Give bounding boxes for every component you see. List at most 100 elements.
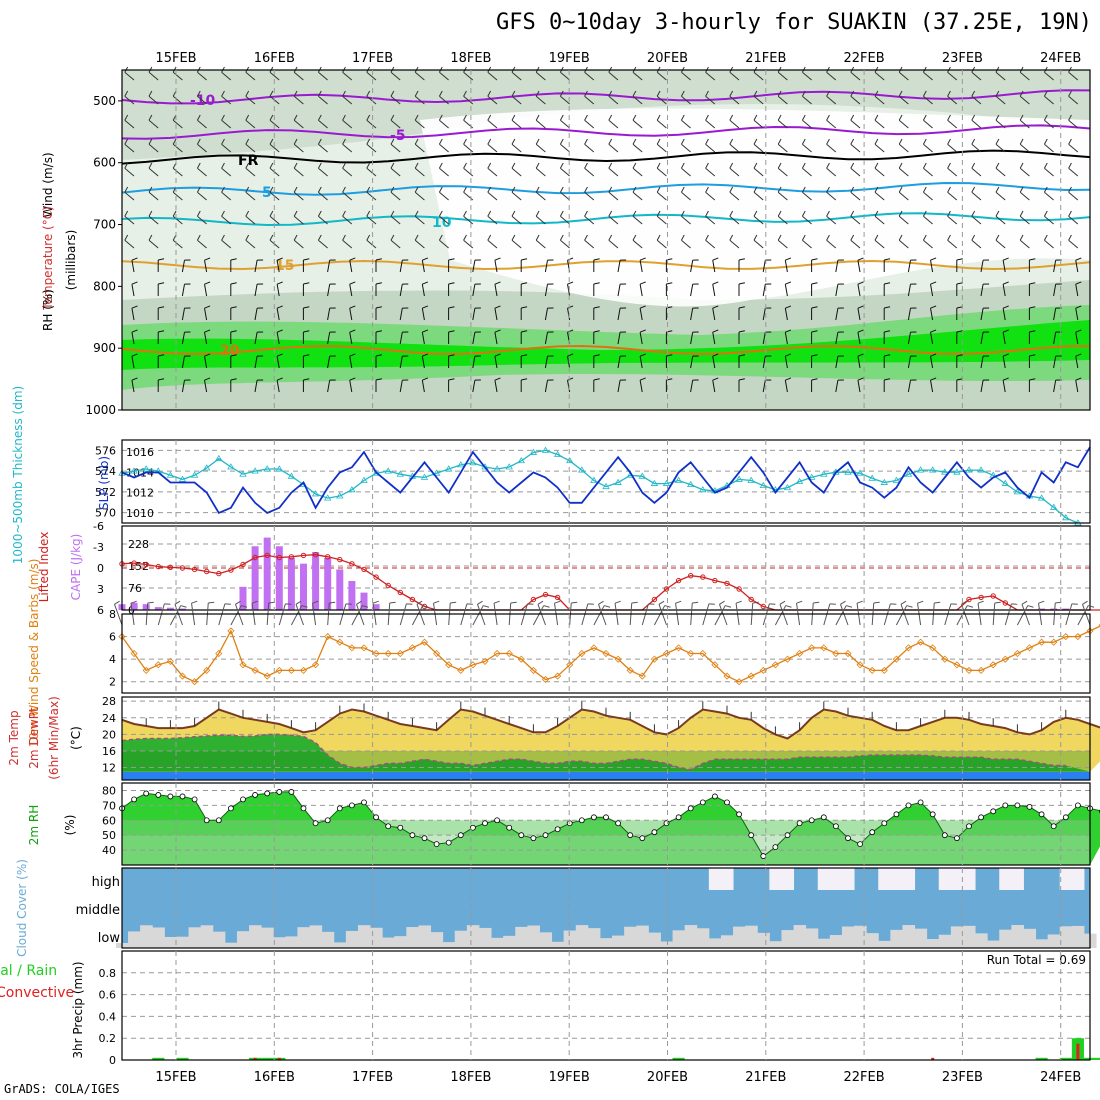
barb-flag [1019,90,1024,97]
barb-flag [725,605,732,608]
wind-barb [148,162,159,177]
barb-staff [777,215,788,225]
wind-barb [656,90,667,105]
barb-flag [811,378,818,381]
barb-staff [204,284,208,297]
barb-flag [850,138,855,145]
lifted-index-point [252,554,258,561]
lifted-index-point [288,554,295,560]
wind-barb [293,138,304,153]
date-label-top: 17FEB [352,51,393,66]
wind-barb [956,258,963,272]
barb-staff [511,167,522,177]
wind-barb [826,186,837,201]
wind-barb [690,355,699,369]
wind-barb [375,378,382,392]
barb-staff [923,143,933,153]
barb-staff [131,380,135,393]
barb-staff [784,332,788,345]
wind-barb [947,138,958,153]
barb-staff [390,143,401,153]
barb-staff [124,215,135,225]
thickness-point [953,468,961,475]
barb-staff [1044,71,1054,81]
wind10m-barb [1021,600,1030,626]
barb-flag [221,162,225,169]
wind-barb [729,90,740,105]
barb-staff [835,308,839,321]
precip-convective-bar [253,1057,257,1060]
barb-staff [690,260,694,273]
barb-flag [598,600,604,605]
barb-flag [753,210,758,217]
barb-staff [857,380,861,393]
barb-flag [614,600,621,604]
wind-barb [535,162,546,177]
thickness-point [844,468,852,475]
wind10m-barb [174,600,183,626]
barb-staff [753,71,764,81]
barb-flag [422,281,429,285]
barb-staff [1068,239,1079,249]
barb-staff [269,215,280,225]
barb-flag [269,186,274,193]
wind-barb [414,90,425,105]
barb-staff [1019,191,1030,201]
rh2m-point [1014,802,1021,809]
wind-barb [342,234,353,249]
wind10m-barb [554,600,561,626]
barb-staff [995,143,1006,153]
barb-flag [390,138,395,145]
barb-flag [422,329,429,333]
lifted-index-point [325,554,331,560]
barb-flag [390,234,395,241]
wind-barb [971,186,982,201]
barb-staff [276,380,280,393]
barb-staff [349,332,353,345]
barb-staff [544,260,548,273]
wind10m-point [578,649,586,658]
barb-staff [617,380,621,393]
rh2m-point [736,811,742,818]
barb-staff [681,71,691,81]
barb-flag [567,281,574,285]
barb-staff [995,239,1006,249]
barb-staff [172,119,183,129]
barb-flag [917,600,924,604]
rh2m-point [578,817,585,824]
barb-staff [930,308,934,321]
wind-barb [559,138,570,153]
barb-staff [656,71,667,81]
barb-staff [318,143,328,153]
barb-flag [196,90,201,97]
wind-barb [850,90,861,105]
wind-barb [907,331,917,345]
wind-barb [567,281,574,297]
wind-barb [656,138,667,153]
thickness-point [638,472,647,479]
barb-flag [349,377,356,381]
wind-barb [632,90,643,105]
wind-barb [826,90,837,105]
wind10m-barb [235,600,244,626]
barb-flag [204,257,211,261]
wind-barb [448,282,455,296]
barb-staff [584,119,595,129]
wind-barb [254,283,264,297]
wind10m-barb [537,600,546,626]
cape-bar [130,602,138,610]
high-cloud [950,868,964,890]
wind10m-line [121,625,1100,683]
barb-staff [567,356,571,369]
barb-staff [980,308,984,321]
barb-staff [221,239,232,249]
date-label-bottom: 15FEB [155,1070,196,1085]
barb-staff [537,604,546,626]
barb-staff [390,71,401,81]
wind-barb [1068,162,1079,177]
wind-barb [463,90,474,105]
precip-total-bar [672,1057,685,1060]
barb-staff [327,284,331,297]
wind-barb [712,305,719,321]
wind-barb [196,138,207,153]
